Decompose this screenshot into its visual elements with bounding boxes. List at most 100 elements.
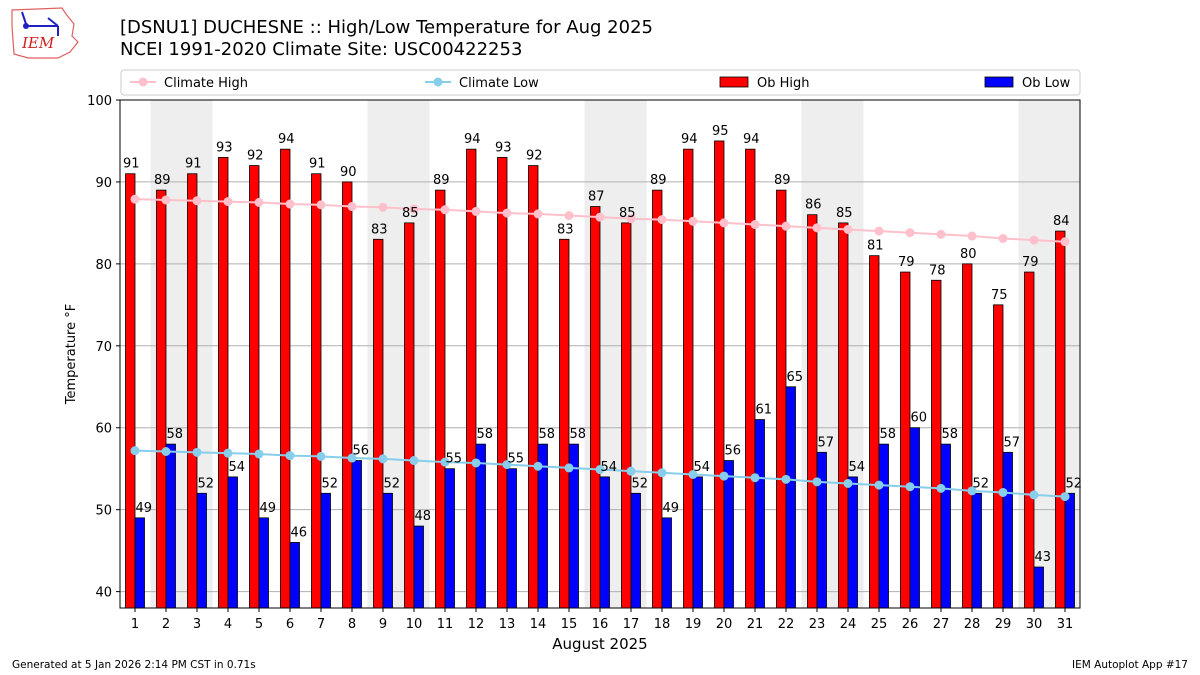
- bar-ob-low: [382, 492, 393, 609]
- bar-ob-high: [187, 173, 198, 609]
- x-axis-label: August 2025: [552, 635, 647, 653]
- bar-ob-high: [869, 255, 880, 609]
- bar-ob-low: [289, 542, 300, 609]
- xtick-label: 30: [1026, 617, 1043, 632]
- xtick-label: 22: [778, 617, 795, 632]
- climate-low-point: [192, 447, 202, 457]
- legend-marker: [138, 77, 148, 87]
- xtick-label: 12: [468, 617, 485, 632]
- label-ob-high: 93: [216, 140, 233, 155]
- bar-ob-low: [785, 386, 796, 609]
- label-ob-low: 58: [941, 427, 958, 442]
- climate-low-point: [130, 446, 140, 456]
- label-ob-low: 49: [662, 501, 679, 516]
- climate-low-point: [254, 449, 264, 459]
- label-ob-high: 85: [402, 206, 419, 221]
- xtick-label: 17: [623, 617, 640, 632]
- climate-low-point: [626, 466, 636, 476]
- bar-ob-high: [931, 279, 942, 609]
- bar-ob-high: [497, 156, 508, 609]
- chart-title: [DSNU1] DUCHESNE :: High/Low Temperature…: [120, 17, 653, 38]
- label-ob-high: 95: [712, 124, 729, 139]
- climate-high-point: [874, 226, 884, 236]
- label-ob-high: 83: [371, 222, 388, 237]
- ytick-label: 70: [95, 340, 112, 355]
- xtick-label: 29: [995, 617, 1012, 632]
- xtick-label: 27: [933, 617, 950, 632]
- bar-ob-high: [900, 271, 911, 609]
- bar-ob-low: [816, 451, 827, 609]
- label-ob-high: 89: [650, 173, 667, 188]
- bar-ob-high: [962, 263, 973, 609]
- xtick-label: 20: [716, 617, 733, 632]
- label-ob-high: 83: [557, 222, 574, 237]
- label-ob-high: 78: [929, 263, 946, 278]
- label-ob-low: 46: [290, 525, 307, 540]
- bar-ob-low: [599, 476, 610, 609]
- bar-ob-high: [559, 238, 570, 609]
- climate-low-point: [316, 451, 326, 461]
- label-ob-high: 89: [774, 173, 791, 188]
- legend-box: [120, 69, 1081, 96]
- legend-marker: [433, 77, 443, 87]
- climate-low-point: [688, 469, 698, 479]
- climate-low-point: [781, 474, 791, 484]
- label-ob-low: 54: [848, 460, 865, 475]
- legend: Climate High Climate Low Ob High Ob Low: [120, 69, 1081, 96]
- climate-low-point: [998, 487, 1008, 497]
- label-ob-low: 52: [383, 476, 400, 491]
- xtick-label: 31: [1057, 617, 1074, 632]
- climate-high-point: [161, 195, 171, 205]
- label-ob-low: 65: [786, 370, 803, 385]
- bar-ob-high: [590, 206, 601, 609]
- bar-ob-low: [661, 517, 672, 609]
- label-ob-high: 81: [867, 239, 884, 254]
- xtick-label: 11: [437, 617, 454, 632]
- bar-ob-high: [156, 189, 167, 609]
- bar-ob-low: [878, 443, 889, 609]
- y-axis-label: Temperature °F: [64, 304, 79, 405]
- climate-high-point: [719, 218, 729, 228]
- xtick-label: 2: [162, 617, 170, 632]
- label-ob-high: 86: [805, 198, 822, 213]
- climate-low-point: [564, 463, 574, 473]
- bar-ob-high: [280, 148, 291, 609]
- bar-ob-high: [528, 165, 539, 609]
- climate-low-point: [657, 468, 667, 478]
- label-ob-low: 56: [724, 444, 741, 459]
- bar-ob-low: [1033, 566, 1044, 609]
- climate-high-point: [130, 194, 140, 204]
- xtick-label: 18: [654, 617, 671, 632]
- xtick-label: 13: [499, 617, 516, 632]
- climate-high-point: [1060, 237, 1070, 247]
- label-ob-high: 94: [278, 132, 295, 147]
- xtick-label: 23: [809, 617, 826, 632]
- label-ob-low: 55: [507, 452, 524, 467]
- label-ob-low: 48: [414, 509, 431, 524]
- bar-ob-high: [342, 181, 353, 609]
- xtick-label: 19: [685, 617, 702, 632]
- climate-low-point: [595, 465, 605, 475]
- label-ob-low: 57: [817, 435, 834, 450]
- legend-label: Ob Low: [1022, 76, 1071, 91]
- climate-low-point: [471, 458, 481, 468]
- label-ob-low: 58: [879, 427, 896, 442]
- bar-ob-low: [692, 476, 703, 609]
- bar-ob-low: [320, 492, 331, 609]
- label-ob-low: 55: [445, 452, 462, 467]
- bar-ob-high: [435, 189, 446, 609]
- label-ob-high: 79: [898, 255, 915, 270]
- svg-text:IEM: IEM: [21, 34, 55, 52]
- climate-high-point: [688, 216, 698, 226]
- bar-ob-high: [1024, 271, 1035, 609]
- climate-low-point: [874, 480, 884, 490]
- label-ob-low: 52: [321, 476, 338, 491]
- climate-high-point: [595, 212, 605, 222]
- bar-ob-low: [134, 517, 145, 609]
- label-ob-high: 90: [340, 165, 357, 180]
- climate-high-point: [905, 228, 915, 238]
- climate-high-point: [750, 220, 760, 230]
- xtick-label: 28: [964, 617, 981, 632]
- bar-ob-low: [630, 492, 641, 609]
- climate-high-point: [440, 205, 450, 215]
